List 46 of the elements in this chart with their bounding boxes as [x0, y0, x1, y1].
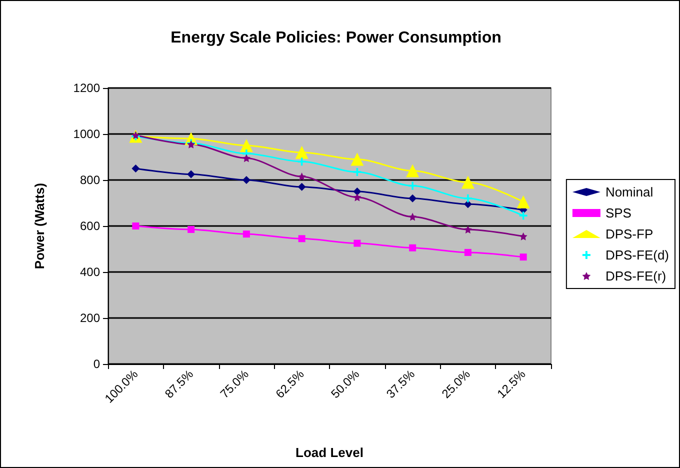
point	[187, 170, 196, 178]
point	[298, 235, 306, 242]
legend-label: DPS-FE(d)	[605, 248, 670, 262]
x-axis-title: Load Level	[296, 445, 364, 460]
point	[516, 195, 530, 208]
point	[463, 194, 473, 204]
point	[408, 180, 418, 191]
point	[240, 139, 253, 152]
point	[461, 176, 474, 189]
chart-title: Energy Scale Policies: Power Consumption	[170, 30, 502, 46]
point	[242, 176, 250, 184]
point	[298, 182, 306, 191]
point	[353, 193, 362, 202]
point	[350, 152, 364, 166]
point	[132, 222, 140, 230]
point	[242, 230, 250, 238]
point	[132, 164, 140, 172]
y-tick-label: 600	[80, 219, 100, 233]
legend-label: DPS-FP	[605, 226, 654, 242]
point	[408, 194, 417, 202]
point	[409, 244, 416, 252]
y-tick-label: 400	[80, 265, 100, 279]
point	[464, 248, 472, 256]
y-axis-title: Power (Watts)	[32, 182, 47, 270]
point	[354, 240, 361, 247]
y-tick-label: 1000	[73, 127, 100, 141]
point	[464, 225, 472, 234]
y-tick-label: 1200	[73, 81, 100, 95]
y-tick-label: 0	[93, 357, 100, 371]
point	[520, 254, 527, 261]
point	[188, 226, 195, 233]
point	[406, 164, 420, 178]
point	[242, 154, 250, 162]
point	[408, 212, 417, 221]
legend-label: SPS	[605, 206, 632, 220]
point	[519, 232, 528, 240]
legend-label: Nominal	[605, 184, 654, 200]
y-tick-label: 800	[80, 173, 100, 187]
point	[295, 146, 308, 159]
point	[352, 167, 362, 177]
point	[296, 156, 307, 166]
y-tick-label: 200	[80, 311, 100, 325]
point	[518, 210, 528, 221]
point	[298, 172, 306, 181]
point	[353, 188, 362, 196]
legend-label: DPS-FE(r)	[605, 268, 666, 284]
